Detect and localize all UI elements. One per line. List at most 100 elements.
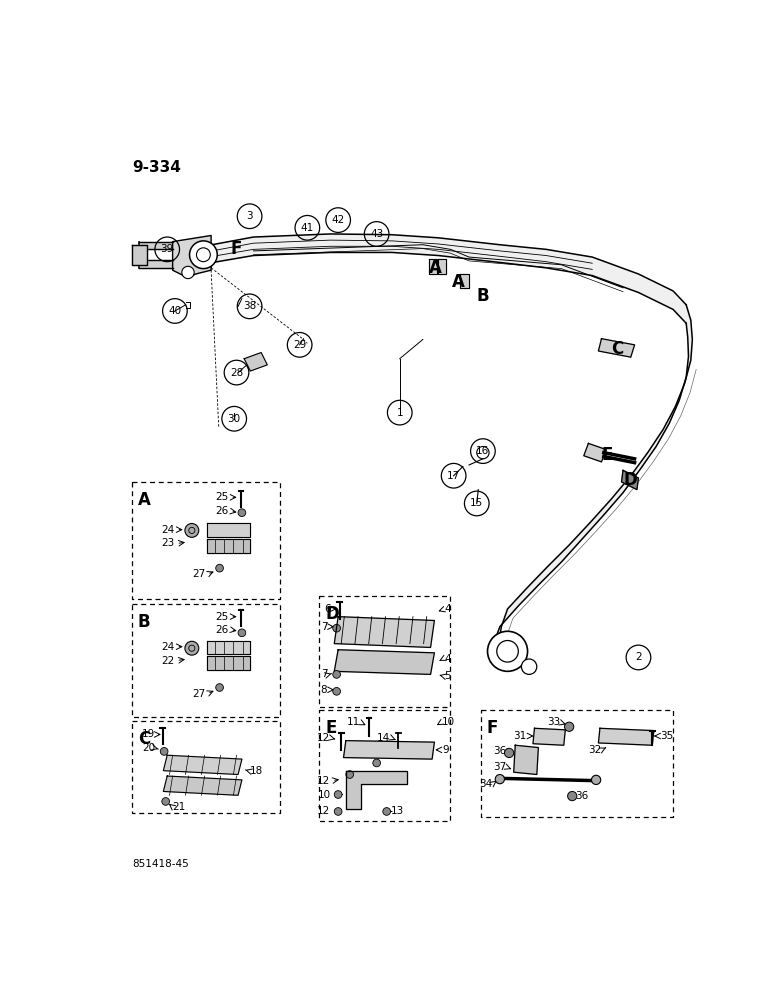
Text: 26: 26 bbox=[215, 506, 229, 516]
Circle shape bbox=[591, 775, 601, 785]
Text: D: D bbox=[325, 605, 339, 623]
Text: 4: 4 bbox=[445, 654, 451, 664]
Text: 31: 31 bbox=[513, 731, 526, 741]
Text: C: C bbox=[138, 730, 151, 748]
Polygon shape bbox=[244, 353, 268, 371]
Text: F: F bbox=[487, 719, 498, 737]
Text: 30: 30 bbox=[228, 414, 241, 424]
Text: 32: 32 bbox=[588, 745, 601, 755]
Polygon shape bbox=[514, 745, 538, 774]
Circle shape bbox=[190, 241, 218, 269]
Text: 24: 24 bbox=[161, 642, 175, 652]
Text: A: A bbox=[429, 259, 441, 277]
Text: 27: 27 bbox=[193, 569, 206, 579]
Text: 36: 36 bbox=[493, 746, 506, 756]
Circle shape bbox=[333, 624, 340, 632]
Text: 3: 3 bbox=[246, 211, 253, 221]
Text: 43: 43 bbox=[370, 229, 383, 239]
Text: E: E bbox=[325, 719, 336, 737]
Text: 18: 18 bbox=[250, 766, 263, 776]
Polygon shape bbox=[459, 274, 469, 288]
Polygon shape bbox=[140, 242, 172, 249]
Polygon shape bbox=[346, 771, 407, 809]
Text: 12: 12 bbox=[317, 776, 331, 786]
Circle shape bbox=[335, 791, 342, 798]
Polygon shape bbox=[343, 741, 434, 759]
Circle shape bbox=[335, 808, 342, 815]
Circle shape bbox=[505, 748, 514, 758]
Circle shape bbox=[383, 808, 391, 815]
Text: 28: 28 bbox=[230, 368, 243, 378]
Text: 14: 14 bbox=[378, 733, 391, 743]
Text: 27: 27 bbox=[193, 689, 206, 699]
Text: 10: 10 bbox=[317, 790, 331, 800]
Circle shape bbox=[488, 631, 527, 671]
Circle shape bbox=[477, 446, 489, 459]
Circle shape bbox=[346, 771, 353, 778]
Circle shape bbox=[521, 659, 537, 674]
Text: 7: 7 bbox=[321, 622, 328, 632]
Text: 15: 15 bbox=[470, 498, 484, 508]
Text: 1: 1 bbox=[396, 408, 403, 418]
Text: 20: 20 bbox=[142, 743, 155, 753]
Circle shape bbox=[185, 641, 199, 655]
Text: 42: 42 bbox=[332, 215, 345, 225]
Text: 9-334: 9-334 bbox=[132, 160, 181, 175]
Text: F: F bbox=[231, 240, 243, 258]
Text: 21: 21 bbox=[172, 802, 186, 812]
Text: 25: 25 bbox=[215, 612, 229, 622]
Polygon shape bbox=[207, 523, 250, 537]
Text: 4: 4 bbox=[445, 604, 451, 614]
Polygon shape bbox=[207, 656, 250, 670]
Circle shape bbox=[182, 266, 194, 279]
Text: 23: 23 bbox=[161, 538, 175, 548]
Circle shape bbox=[495, 774, 505, 784]
Polygon shape bbox=[200, 234, 686, 323]
Text: 6: 6 bbox=[324, 604, 331, 614]
Text: 5: 5 bbox=[445, 671, 451, 681]
Polygon shape bbox=[429, 259, 437, 274]
Text: A: A bbox=[138, 491, 151, 509]
Text: 29: 29 bbox=[293, 340, 307, 350]
Text: 35: 35 bbox=[660, 731, 673, 741]
Polygon shape bbox=[140, 260, 172, 268]
Circle shape bbox=[238, 509, 246, 517]
Circle shape bbox=[568, 791, 577, 801]
Polygon shape bbox=[438, 259, 446, 274]
Text: 38: 38 bbox=[243, 301, 256, 311]
Text: 34: 34 bbox=[479, 779, 492, 789]
Text: 22: 22 bbox=[161, 656, 175, 666]
Polygon shape bbox=[533, 728, 566, 745]
Circle shape bbox=[238, 629, 246, 637]
Text: 2: 2 bbox=[635, 652, 642, 662]
Text: 16: 16 bbox=[477, 446, 490, 456]
Circle shape bbox=[216, 684, 223, 691]
Polygon shape bbox=[598, 728, 654, 745]
Text: 13: 13 bbox=[391, 806, 404, 816]
Text: 41: 41 bbox=[301, 223, 314, 233]
Polygon shape bbox=[163, 776, 242, 795]
Text: C: C bbox=[611, 340, 623, 358]
Circle shape bbox=[373, 759, 381, 767]
Text: 26: 26 bbox=[215, 625, 229, 635]
Text: 36: 36 bbox=[576, 791, 589, 801]
Polygon shape bbox=[172, 235, 211, 278]
Text: 12: 12 bbox=[317, 733, 331, 743]
Text: 24: 24 bbox=[161, 525, 175, 535]
Polygon shape bbox=[207, 539, 250, 553]
Polygon shape bbox=[335, 650, 434, 674]
Text: 9: 9 bbox=[442, 745, 448, 755]
Text: 7: 7 bbox=[321, 669, 328, 679]
Text: 11: 11 bbox=[346, 717, 360, 727]
Circle shape bbox=[185, 523, 199, 537]
Polygon shape bbox=[207, 641, 250, 654]
Text: 37: 37 bbox=[493, 762, 506, 772]
Text: D: D bbox=[624, 471, 637, 489]
Polygon shape bbox=[598, 339, 635, 357]
Circle shape bbox=[333, 671, 340, 678]
Text: A: A bbox=[452, 273, 465, 291]
Circle shape bbox=[333, 687, 340, 695]
Polygon shape bbox=[491, 305, 693, 662]
Circle shape bbox=[565, 722, 574, 731]
Text: 39: 39 bbox=[161, 244, 174, 254]
